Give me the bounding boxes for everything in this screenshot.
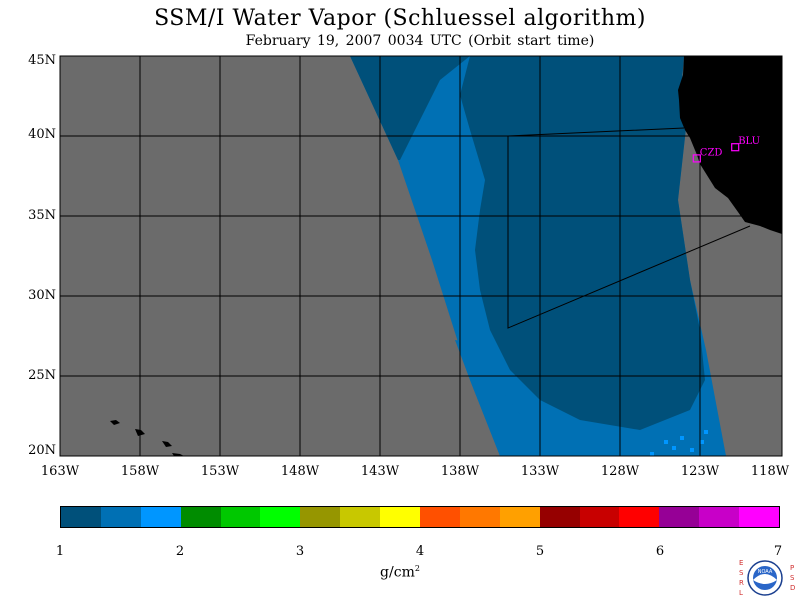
- colorbar-swatch: [459, 507, 500, 527]
- logo-letter-e: E: [739, 559, 743, 567]
- station-marker-icon: [731, 143, 740, 152]
- analysis-box-outline: [507, 127, 751, 329]
- graticule: [60, 56, 782, 456]
- colorbar-swatch: [539, 507, 580, 527]
- colorbar-units: g/cm2: [370, 564, 430, 581]
- units-base: g/cm: [380, 564, 415, 581]
- colorbar-swatch: [659, 507, 700, 527]
- lon-label-163w: 163W: [40, 464, 80, 479]
- map-subtitle: February 19, 2007 0034 UTC (Orbit start …: [245, 33, 595, 49]
- colorbar-swatch: [300, 507, 341, 527]
- lat-label-40n: 40N: [28, 127, 56, 142]
- logo-letter-s2: S: [790, 574, 795, 582]
- hawaii-island-3: [162, 441, 172, 447]
- lon-label-153w: 153W: [200, 464, 240, 479]
- lon-label-148w: 148W: [280, 464, 320, 479]
- lon-label-118w: 118W: [750, 464, 790, 479]
- logo-letter-d: D: [790, 584, 795, 592]
- lon-label-123w: 123W: [680, 464, 720, 479]
- colorbar-tick-7: 7: [773, 544, 783, 559]
- colorbar-tick-5: 5: [535, 544, 545, 559]
- colorbar-swatch: [100, 507, 141, 527]
- swath-speckle: [672, 446, 676, 450]
- units-exponent: 2: [414, 564, 420, 573]
- map-frame: [59, 55, 783, 457]
- lat-label-25n: 25N: [28, 368, 56, 383]
- colorbar-tick-2: 2: [175, 544, 185, 559]
- logo-letter-p: P: [790, 564, 794, 572]
- water-vapor-map: CZD BLU: [59, 55, 783, 457]
- colorbar-swatch: [420, 507, 460, 527]
- colorbar-swatch: [699, 507, 740, 527]
- colorbar-swatch: [619, 507, 660, 527]
- colorbar-swatch: [739, 507, 780, 527]
- colorbar-tick-3: 3: [295, 544, 305, 559]
- water-vapor-swath: [350, 56, 726, 456]
- hawaii-island-1: [110, 420, 120, 425]
- lon-label-158w: 158W: [120, 464, 160, 479]
- hawaii-island-4: [172, 453, 184, 456]
- noaa-esrl-psd-logo: E S R L NOAA P S D: [739, 559, 795, 597]
- colorbar-swatch: [61, 507, 101, 527]
- colorbar-swatch: [340, 507, 381, 527]
- colorbar-swatch: [499, 507, 540, 527]
- station-blu: BLU: [731, 136, 760, 152]
- logo-letter-l: L: [739, 589, 743, 597]
- logo-center-text: NOAA: [758, 569, 773, 575]
- swath-speckle: [704, 430, 708, 434]
- logo-letter-s: S: [739, 569, 744, 577]
- map-title: SSM/I Water Vapor (Schluessel algorithm): [154, 6, 646, 31]
- station-czd: CZD: [692, 147, 723, 163]
- colorbar-swatch: [220, 507, 261, 527]
- colorbar-swatch: [260, 507, 301, 527]
- land-mass: [110, 56, 782, 456]
- swath-south-moist: [455, 340, 726, 456]
- lon-label-138w: 138W: [440, 464, 480, 479]
- lat-label-30n: 30N: [28, 288, 56, 303]
- noaa-bird-icon: [753, 574, 777, 584]
- lat-label-20n: 20N: [28, 443, 56, 458]
- lon-label-133w: 133W: [520, 464, 560, 479]
- lat-label-35n: 35N: [28, 208, 56, 223]
- station-marker-icon: [692, 154, 701, 163]
- colorbar-swatch: [140, 507, 181, 527]
- colorbar-swatch: [380, 507, 421, 527]
- north-america-coast: [678, 56, 782, 234]
- swath-speckle: [664, 440, 668, 444]
- station-label: BLU: [738, 136, 760, 147]
- lon-label-143w: 143W: [360, 464, 400, 479]
- lon-label-128w: 128W: [600, 464, 640, 479]
- colorbar-tick-1: 1: [55, 544, 65, 559]
- colorbar: [60, 506, 780, 528]
- station-markers: CZD BLU: [692, 136, 760, 163]
- swath-speckle: [650, 452, 654, 456]
- colorbar-tick-6: 6: [655, 544, 665, 559]
- colorbar-swatch: [180, 507, 221, 527]
- lat-label-45n: 45N: [28, 53, 56, 68]
- swath-speckle: [700, 440, 704, 444]
- colorbar-swatch: [579, 507, 620, 527]
- logo-letter-r: R: [739, 579, 744, 587]
- colorbar-tick-4: 4: [415, 544, 425, 559]
- swath-dry-core: [460, 56, 705, 430]
- swath-speckle: [690, 448, 694, 452]
- station-label: CZD: [700, 147, 723, 158]
- swath-speckle: [680, 436, 684, 440]
